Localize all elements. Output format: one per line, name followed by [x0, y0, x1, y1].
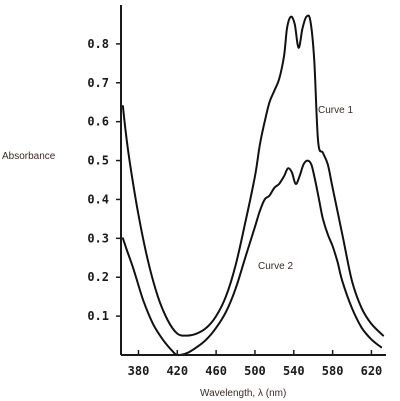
series-line-curve-2	[121, 159, 383, 357]
ticks: 0.1 0.2 0.3 0.4 0.5 0.6 0.7 0.8 380 420 460 500 540 5…	[87, 37, 382, 378]
series-line-curve-1	[121, 14, 385, 337]
x-tick-label: 460	[205, 364, 227, 378]
y-tick-label: 0.7	[87, 76, 109, 90]
plot-area	[121, 14, 385, 357]
x-tick-label: 420	[166, 364, 188, 378]
y-tick-label: 0.6	[87, 115, 109, 129]
y-tick-label: 0.8	[87, 37, 109, 51]
y-tick-label: 0.4	[87, 192, 109, 206]
x-tick-label: 580	[322, 364, 344, 378]
x-tick-label: 500	[244, 364, 266, 378]
axes	[120, 5, 386, 356]
x-tick-label: 540	[283, 364, 305, 378]
curve-2-label: Curve 2	[258, 261, 293, 272]
x-tick-label: 620	[361, 364, 383, 378]
y-tick-label: 0.5	[87, 154, 109, 168]
y-tick-label: 0.2	[87, 270, 109, 284]
y-tick-label: 0.1	[87, 309, 109, 323]
y-tick-label: 0.3	[87, 231, 109, 245]
y-axis-label: Absorbance	[2, 151, 56, 162]
curve-1-label: Curve 1	[318, 105, 353, 116]
x-tick-label: 380	[128, 364, 150, 378]
x-axis-label: Wavelength, λ (nm)	[200, 388, 286, 399]
